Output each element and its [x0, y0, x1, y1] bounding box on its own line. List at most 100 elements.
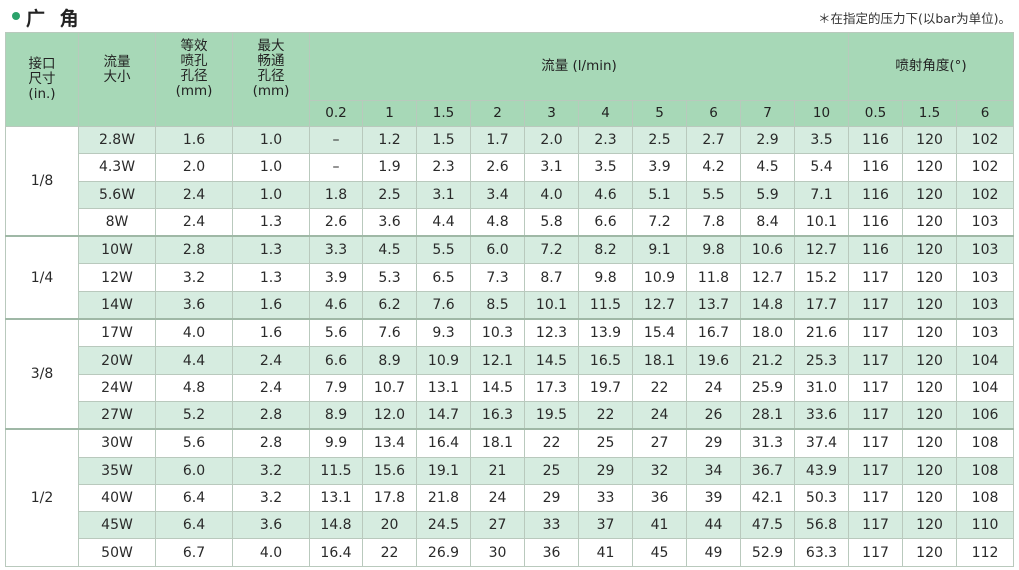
flow-value-cell: 2.7 — [686, 125, 741, 155]
angle-value-cell: 120 — [902, 400, 958, 430]
flow-value-cell: 9.9 — [309, 428, 363, 458]
table-row: 24W 4.8 2.4 7.9 10.7 13.1 14.5 17.3 19.7 22 24 25.9… — [6, 373, 1015, 402]
angle-value-cell: 116 — [848, 207, 904, 237]
angle-value-cell: 120 — [902, 428, 958, 458]
flow-value-cell: 6.0 — [470, 235, 525, 265]
header-max-passage: 最大 畅通 孔径 (mm) — [232, 32, 310, 127]
flow-value-cell: 4.8 — [470, 207, 525, 237]
flow-value-cell: 16.7 — [686, 318, 741, 348]
flow-pressure-header: 3 — [524, 100, 579, 127]
table-row: 4.3W 2.0 1.0–1.9 2.3 2.6 3.1 3.5 3.9 4.2 4.5 5.4 11… — [6, 153, 1015, 182]
flow-value-cell: 2.3 — [416, 153, 471, 182]
flow-value-cell: 29 — [686, 428, 741, 458]
angle-value-cell: 117 — [848, 290, 904, 320]
model-cell: 50W — [78, 538, 156, 567]
angle-value-cell: 102 — [956, 180, 1015, 209]
flow-value-cell: 17.8 — [362, 483, 417, 513]
passage-cell: 2.8 — [232, 428, 310, 458]
flow-pressure-header: 2 — [470, 100, 525, 127]
angle-value-cell: 117 — [848, 400, 904, 430]
flow-value-cell: 19.6 — [686, 346, 741, 375]
passage-cell: 1.3 — [232, 263, 310, 292]
angle-value-cell: 120 — [902, 373, 958, 402]
flow-value-cell: 17.7 — [793, 290, 850, 320]
pressure-note: ＊在指定的压力下(以bar为单位)。 — [818, 11, 1011, 26]
angle-value-cell: 102 — [956, 153, 1015, 182]
flow-value-cell: 22 — [578, 400, 633, 430]
table-row: 45W 6.4 3.6 14.8 20 24.5 27 33 37 41 44 47.5 56.8 117… — [6, 511, 1015, 540]
angle-value-cell: 120 — [902, 153, 958, 182]
flow-value-cell: 4.5 — [362, 235, 417, 265]
table-row: 1/8 2.8W 1.6 1.0–1.2 1.5 1.7 2.0 2.3 2.5 2.7 2.9 3.… — [5, 125, 1015, 237]
angle-value-cell: 116 — [848, 180, 904, 209]
flow-value-cell: 8.9 — [309, 400, 363, 430]
angle-value-cell: 108 — [956, 456, 1015, 485]
flow-value-cell: 16.3 — [470, 400, 525, 430]
passage-cell: 1.0 — [232, 180, 310, 209]
angle-value-cell: 117 — [848, 456, 904, 485]
flow-value-cell: 26 — [686, 400, 741, 430]
table-row: 5.6W 2.4 1.0 1.8 2.5 3.1 3.4 4.0 4.6 5.1 5.5 5.9 7.1… — [6, 180, 1015, 209]
flow-value-cell: 10.1 — [524, 290, 579, 320]
orifice-cell: 6.0 — [155, 456, 233, 485]
flow-value-cell: 12.0 — [362, 400, 417, 430]
angle-value-cell: 120 — [902, 318, 958, 348]
passage-cell: 2.4 — [232, 373, 310, 402]
section-title: 广 角 — [26, 8, 83, 30]
flow-value-cell: 6.6 — [309, 346, 363, 375]
model-cell: 12W — [78, 263, 156, 292]
flow-value-cell: 29 — [524, 483, 579, 513]
flow-value-cell: 5.5 — [686, 180, 741, 209]
header-flow-group: 流量 (l/min) — [308, 32, 850, 101]
bullet-dot-icon — [12, 12, 20, 20]
flow-value-cell: 1.9 — [362, 153, 417, 182]
flow-value-cell: 25 — [578, 428, 633, 458]
flow-value-cell: 34 — [686, 456, 741, 485]
model-cell: 4.3W — [78, 153, 156, 182]
model-cell: 40W — [78, 483, 156, 513]
header-equiv-orifice: 等效 喷孔 孔径 (mm) — [155, 32, 233, 127]
flow-value-cell: 13.1 — [309, 483, 363, 513]
flow-value-cell: 16.4 — [416, 428, 471, 458]
angle-value-cell: 120 — [902, 290, 958, 320]
flow-value-cell: 50.3 — [793, 483, 850, 513]
flow-value-cell: 18.1 — [632, 346, 687, 375]
flow-value-cell: 26.9 — [416, 538, 471, 567]
angle-value-cell: 120 — [902, 235, 958, 265]
flow-value-cell: 43.9 — [793, 456, 850, 485]
flow-value-cell: 14.5 — [470, 373, 525, 402]
orifice-cell: 2.0 — [155, 153, 233, 182]
table-row: 14W 3.6 1.6 4.6 6.2 7.6 8.5 10.1 11.5 12.7 13.7 14.… — [6, 290, 1015, 320]
flow-value-cell: 28.1 — [740, 400, 795, 430]
angle-value-cell: 117 — [848, 373, 904, 402]
flow-value-cell: 14.5 — [524, 346, 579, 375]
spec-table: 接口 尺寸 (in.) 流量 大小 等效 喷孔 孔径 (mm) 最大 畅通 孔径… — [5, 32, 1015, 567]
flow-value-cell: 24 — [470, 483, 525, 513]
flow-value-cell: 2.5 — [362, 180, 417, 209]
flow-value-cell: 11.5 — [578, 290, 633, 320]
flow-value-cell: 36 — [632, 483, 687, 513]
flow-pressure-header: 7 — [740, 100, 795, 127]
orifice-cell: 4.4 — [155, 346, 233, 375]
flow-value-cell: 3.6 — [362, 207, 417, 237]
passage-cell: 4.0 — [232, 538, 310, 567]
flow-value-cell: 8.9 — [362, 346, 417, 375]
flow-value-cell: 25.3 — [793, 346, 850, 375]
flow-pressure-header: 5 — [632, 100, 687, 127]
flow-value-cell: 2.0 — [524, 125, 579, 155]
flow-value-cell: 3.9 — [309, 263, 363, 292]
flow-value-cell: 52.9 — [740, 538, 795, 567]
table-row: 1/4 10W 2.8 1.3 3.3 4.5 5.5 6.0 7.2 8.2 9.1 9.8 10.6… — [5, 235, 1015, 320]
table-row: 20W 4.4 2.4 6.6 8.9 10.9 12.1 14.5 16.5 18.1 19.6 2… — [6, 346, 1015, 375]
flow-value-cell: 3.9 — [632, 153, 687, 182]
angle-value-cell: 117 — [848, 538, 904, 567]
angle-value-cell: 108 — [956, 428, 1015, 458]
flow-value-cell: 44 — [686, 511, 741, 540]
flow-value-cell: 4.2 — [686, 153, 741, 182]
connection-size-cell: 1/4 — [5, 235, 79, 320]
flow-value-cell: 45 — [632, 538, 687, 567]
flow-value-cell: 32 — [632, 456, 687, 485]
flow-value-cell: 6.2 — [362, 290, 417, 320]
flow-value-cell: 19.1 — [416, 456, 471, 485]
flow-value-cell: 31.3 — [740, 428, 795, 458]
